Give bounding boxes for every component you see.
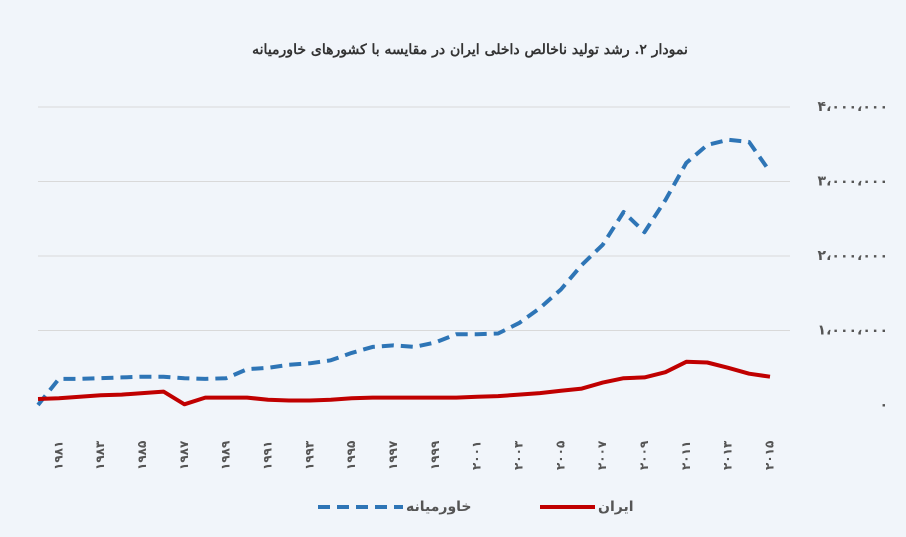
y-tick-label: ۲،۰۰۰،۰۰۰ <box>818 248 888 264</box>
y-tick-label: ۴،۰۰۰،۰۰۰ <box>818 99 888 115</box>
x-tick-label: ۲۰۰۹ <box>637 440 651 470</box>
x-tick-label: ۱۹۹۱ <box>261 441 275 470</box>
legend-label: خاورمیانه <box>406 499 472 515</box>
y-tick-label: ۱،۰۰۰،۰۰۰ <box>818 323 888 339</box>
chart: نمودار ۲. رشد تولید ناخالص داخلی ایران د… <box>0 0 906 537</box>
x-tick-label: ۱۹۸۹ <box>219 440 233 470</box>
y-tick-label: ۳،۰۰۰،۰۰۰ <box>818 174 888 190</box>
x-tick-label: ۲۰۰۱ <box>470 441 484 470</box>
x-tick-label: ۱۹۸۵ <box>135 441 149 470</box>
x-tick-label: ۲۰۱۱ <box>679 441 693 470</box>
x-tick-label: ۱۹۹۳ <box>302 440 316 470</box>
legend-label: ایران <box>598 499 634 515</box>
x-tick-label: ۲۰۰۷ <box>595 440 609 470</box>
x-tick-label: ۱۹۸۱ <box>51 441 65 470</box>
x-tick-label: ۲۰۰۵ <box>553 441 567 470</box>
x-tick-label: ۲۰۱۳ <box>721 440 735 470</box>
x-tick-label: ۱۹۹۹ <box>428 440 442 470</box>
x-tick-label: ۲۰۰۳ <box>512 440 526 470</box>
x-tick-label: ۱۹۹۷ <box>386 440 400 470</box>
chart-title: نمودار ۲. رشد تولید ناخالص داخلی ایران د… <box>252 42 688 58</box>
x-tick-label: ۱۹۹۵ <box>344 441 358 470</box>
y-tick-label: ۰ <box>879 397 888 413</box>
x-tick-label: ۲۰۱۵ <box>763 441 777 470</box>
x-tick-label: ۱۹۸۷ <box>177 440 191 470</box>
x-tick-label: ۱۹۸۳ <box>93 440 107 470</box>
